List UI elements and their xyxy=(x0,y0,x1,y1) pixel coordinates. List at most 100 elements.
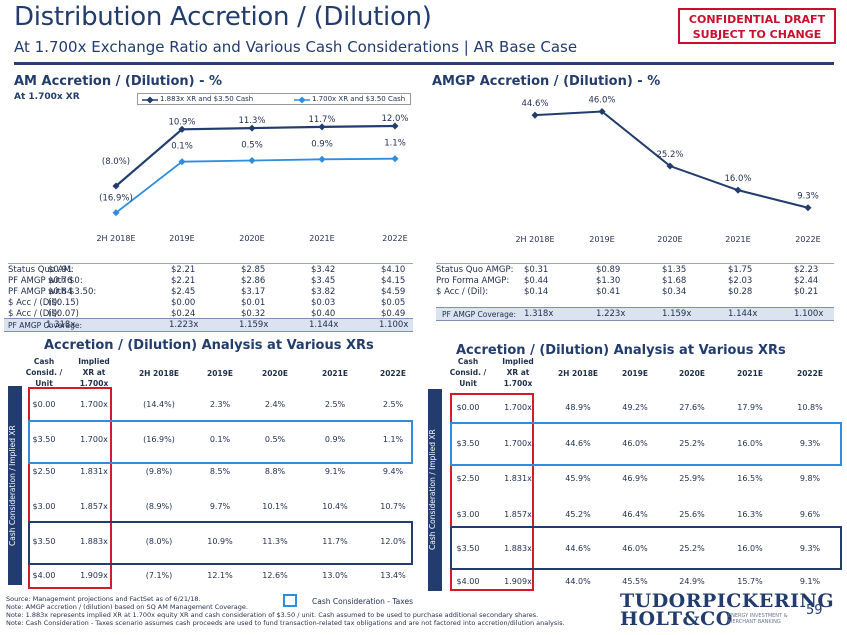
am-x-tick-label: 2H 2018E xyxy=(96,234,135,243)
amgp_stats-row-label: Pro Forma AMGP: xyxy=(436,276,510,286)
am_stats-value: $0.05 xyxy=(381,298,406,308)
amgp_stats-value: $0.31 xyxy=(524,265,549,275)
am-series-1-point xyxy=(318,123,326,131)
right_table-cell: 46.0% xyxy=(622,544,648,553)
am_stats-value: $0.24 xyxy=(171,309,196,319)
am_stats-value: $2.45 xyxy=(171,287,196,297)
am_stats-value: $0.84 xyxy=(48,287,73,297)
left_table-header: 2022E xyxy=(380,369,406,378)
left_table-header: 2019E xyxy=(207,369,233,378)
right_table-cell: 1.831x xyxy=(504,474,532,483)
left_table-header: 2020E xyxy=(262,369,288,378)
right_table-cell: $3.50 xyxy=(456,544,480,553)
am_stats-value: $4.59 xyxy=(381,287,406,297)
page-subtitle: At 1.700x Exchange Ratio and Various Cas… xyxy=(14,38,578,56)
highlight-taxes-box xyxy=(450,422,842,466)
am-series-1-line xyxy=(115,124,396,187)
footnote-source: Source: Management projections and FactS… xyxy=(6,595,201,603)
logo-tagline: ENERGY INVESTMENT & MERCHANT BANKING xyxy=(728,613,788,625)
right_table-cell: $2.50 xyxy=(456,474,480,483)
left_table-cell: 0.1% xyxy=(209,435,231,444)
left_table-cell: 8.8% xyxy=(264,467,286,476)
right_table-cell: 24.9% xyxy=(679,577,705,586)
am_stats-row-label: Status Quo AM: xyxy=(8,265,74,275)
right_table-cell: 1.883x xyxy=(504,544,532,553)
amgp_stats-value: $0.21 xyxy=(794,287,819,297)
left_table-cell: $4.00 xyxy=(32,571,56,580)
right_table-cell: 25.2% xyxy=(679,544,705,553)
amgp_stats-row: $ Acc / (Dil): $0.14 $0.41 $0.34 $0.28 $0.21 xyxy=(436,286,834,298)
highlight-taxes-box xyxy=(28,420,413,464)
amgp_stats-coverage-value: 1.159x xyxy=(662,309,692,319)
am_stats-value: $3.17 xyxy=(241,287,266,297)
amgp-series-point xyxy=(531,111,539,119)
am_stats-value: $0.00 xyxy=(171,298,196,308)
amgp_stats-value: $1.75 xyxy=(728,265,753,275)
am_stats-value: $3.45 xyxy=(311,276,336,286)
amgp_stats-row-label: $ Acc / (Dil): xyxy=(436,287,489,297)
am_stats-row: $ Acc / (Dil): ($0.07) $0.24 $0.32 $0.40 $0.4… xyxy=(8,308,413,320)
right_table-cell: 1.700x xyxy=(504,403,532,412)
left-table-title: Accretion / (Dilution) Analysis at Vario… xyxy=(44,338,374,353)
amgp-chart-title: AMGP Accretion / (Dilution) - % xyxy=(432,74,661,89)
am-series-2-data-label: 0.9% xyxy=(311,139,333,149)
right_table-cell: $0.00 xyxy=(456,403,480,412)
right_table-header: 2019E xyxy=(622,369,648,378)
legend-series-1: 1.883x XR and $3.50 Cash xyxy=(160,95,254,103)
right_table-cell: 44.0% xyxy=(565,577,591,586)
footnote-2: Note: 1.883x represents implied XR at 1.… xyxy=(6,611,539,619)
footnotes: Source: Management projections and FactS… xyxy=(6,595,606,627)
left_table-cell: (8.9%) xyxy=(145,502,173,511)
left_table-cell: (7.1%) xyxy=(145,571,173,580)
am_stats-value: $0.40 xyxy=(311,309,336,319)
left_table-cell: (14.4%) xyxy=(143,400,175,409)
left_table-cell: 11.3% xyxy=(262,537,288,546)
am_stats-value: $0.49 xyxy=(381,309,406,319)
amgp_stats-row: Status Quo AMGP: $0.31 $0.89 $1.35 $1.75 $2.2… xyxy=(436,264,834,276)
left_table-cell: 10.9% xyxy=(207,537,233,546)
header-rule xyxy=(14,62,834,65)
right_table-cell: 15.7% xyxy=(737,577,763,586)
amgp-stats-box: Status Quo AMGP: $0.31 $0.89 $1.35 $1.75 $2.2… xyxy=(436,263,834,303)
am_stats-value: $2.21 xyxy=(171,276,196,286)
right_table-header: Implied XR at 1.700x xyxy=(502,357,534,388)
amgp-data-label: 25.2% xyxy=(656,150,683,160)
left_table-cell: (8.0%) xyxy=(145,537,173,546)
am-series-1-point xyxy=(391,122,399,130)
am-series-1-data-label: 11.3% xyxy=(238,116,265,126)
left_table-cell: 1.1% xyxy=(382,435,404,444)
left_table-header: Cash Consid. / Unit xyxy=(25,357,63,388)
legend-taxes-label: Cash Consideration - Taxes xyxy=(312,597,414,606)
am_stats-row: Status Quo AM: $0.91 $2.21 $2.85 $3.42 $4.10 xyxy=(8,264,413,276)
am-x-tick-label: 2022E xyxy=(382,234,407,243)
am-x-tick-label: 2021E xyxy=(309,234,334,243)
left_table-cell: 12.1% xyxy=(207,571,233,580)
am_stats-row-label: PF AMGP with $3.50: xyxy=(8,287,97,297)
am_stats-value: $0.03 xyxy=(311,298,336,308)
amgp_stats-value: $0.89 xyxy=(596,265,621,275)
amgp-data-label: 46.0% xyxy=(588,95,615,105)
right_table-cell: 45.2% xyxy=(565,510,591,519)
am-series-1-point xyxy=(178,125,186,133)
left_table-header: 2021E xyxy=(322,369,348,378)
left_table-cell: $0.00 xyxy=(32,400,56,409)
am-series-2-point xyxy=(178,158,186,166)
left_table-cell: 1.700x xyxy=(80,400,108,409)
left_table-cell: 1.857x xyxy=(80,502,108,511)
left_table-cell: (9.8%) xyxy=(145,467,173,476)
right_table-cell: 1.700x xyxy=(504,439,532,448)
left_table-cell: 1.700x xyxy=(80,435,108,444)
right_table-cell: $3.50 xyxy=(456,439,480,448)
left_table-cell: 2.3% xyxy=(209,400,231,409)
am-chart-title: AM Accretion / (Dilution) - % xyxy=(14,74,223,89)
am_stats-value: $2.21 xyxy=(171,265,196,275)
left_table-cell: 9.1% xyxy=(324,467,346,476)
left_table-cell: 10.1% xyxy=(262,502,288,511)
amgp_stats-value: $0.28 xyxy=(728,287,753,297)
right_table-cell: 9.3% xyxy=(799,439,821,448)
left_table-cell: 11.7% xyxy=(322,537,348,546)
highlight-selected-box xyxy=(450,526,842,570)
amgp-data-label: 44.6% xyxy=(521,99,548,109)
am-series-1-data-label: 11.7% xyxy=(308,115,335,125)
right_table-cell: 16.0% xyxy=(737,439,763,448)
